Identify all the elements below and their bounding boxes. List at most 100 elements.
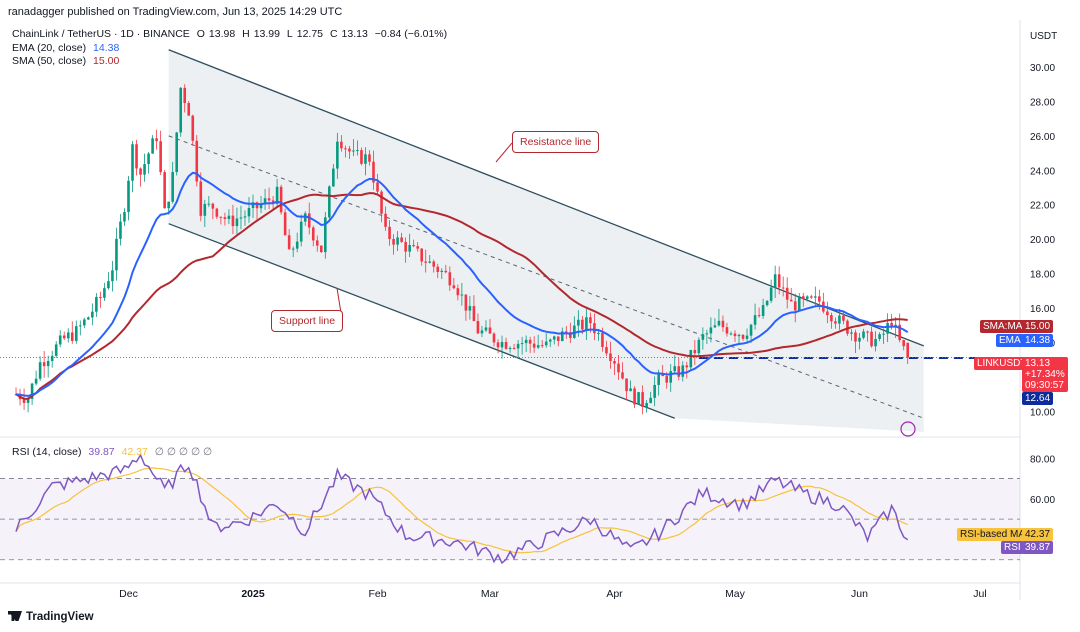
candle-body: [388, 226, 391, 239]
last-price: 13.13: [1025, 358, 1051, 369]
candle-body: [753, 315, 757, 325]
candle-body: [143, 164, 146, 175]
candle-body: [645, 403, 648, 407]
candle-body: [30, 383, 34, 399]
candle-body: [66, 332, 70, 339]
candle-body: [520, 343, 524, 345]
candle-body: [271, 200, 275, 204]
candle-body: [159, 141, 162, 173]
sma-price-tag: SMA:MA: [980, 320, 1026, 333]
candle-body: [649, 397, 652, 404]
resistance-callout[interactable]: Resistance line: [512, 131, 600, 153]
candle-body: [669, 371, 673, 383]
candle-body: [597, 333, 600, 335]
candle-body: [797, 296, 801, 311]
candle-body: [617, 363, 620, 373]
candle-body: [360, 150, 363, 164]
candle-body: [472, 306, 476, 322]
candle-body: [862, 331, 865, 338]
rsi-line: [15, 453, 909, 565]
candle-body: [456, 288, 460, 296]
candle-body: [850, 332, 853, 334]
candle-body: [605, 347, 608, 354]
candle-body: [344, 148, 347, 150]
candle-body: [332, 168, 335, 187]
candle-body: [22, 399, 26, 403]
candle-body: [444, 270, 448, 273]
candle-body: [625, 378, 628, 392]
candle-body: [328, 186, 331, 218]
candle-body: [866, 331, 869, 333]
candle-body: [123, 212, 126, 222]
rsi-ma-tag: RSI-based MA: [957, 528, 1029, 541]
rsi-ma-legend-value: 42.37: [121, 446, 148, 458]
candle-body: [818, 296, 821, 302]
candle-body: [689, 349, 693, 368]
candle-body: [729, 333, 733, 335]
ema-price-tag: EMA: [996, 334, 1024, 347]
candle-body: [633, 388, 636, 405]
candle-body: [207, 203, 211, 205]
candle-body: [127, 180, 130, 213]
candle-body: [279, 186, 283, 213]
candle-body: [283, 212, 287, 236]
candle-body: [62, 335, 66, 339]
candle-body: [46, 360, 50, 367]
candle-body: [291, 248, 295, 250]
candle-body: [167, 201, 170, 209]
candle-body: [569, 332, 572, 338]
candle-body: [701, 334, 705, 340]
ema-legend[interactable]: EMA (20, close) 14.38: [12, 42, 123, 54]
candle-body: [324, 217, 327, 253]
rsi-legend[interactable]: RSI (14, close) 39.87 42.37 ∅ ∅ ∅ ∅ ∅: [12, 446, 216, 458]
candle-body: [585, 317, 588, 330]
candle-body: [641, 392, 644, 407]
support-callout[interactable]: Support line: [271, 310, 344, 332]
candle-body: [95, 296, 98, 312]
candle-body: [191, 115, 195, 141]
candle-body: [139, 168, 142, 175]
candle-body: [769, 287, 773, 301]
candle-body: [42, 362, 46, 367]
last-change: +17.34%: [1025, 369, 1065, 380]
support-callout-arrow: [336, 287, 342, 314]
candle-body: [609, 353, 612, 362]
candle-body: [34, 378, 38, 384]
candle-body: [247, 208, 251, 217]
candle-body: [70, 332, 74, 341]
candle-body: [476, 321, 480, 334]
tradingview-logo-icon: [8, 611, 22, 621]
time-axis-tick: Feb: [368, 588, 386, 600]
candle-body: [693, 349, 697, 354]
candle-body: [882, 333, 885, 335]
candle-body: [637, 392, 640, 405]
resistance-line: [168, 49, 925, 347]
candle-body: [352, 150, 355, 152]
candle-body: [396, 237, 399, 245]
candle-body: [58, 335, 62, 345]
candle-body: [830, 315, 833, 322]
candle-body: [392, 238, 395, 245]
candle-body: [500, 341, 504, 348]
candle-body: [135, 144, 138, 169]
last-price-block: 13.13 +17.34% 09:30:57: [1022, 357, 1068, 392]
candle-body: [705, 333, 709, 335]
candle-body: [653, 384, 656, 398]
candle-body: [235, 218, 239, 227]
candle-body: [524, 339, 528, 344]
candle-body: [556, 336, 560, 341]
candle-body: [737, 334, 741, 337]
candle-body: [115, 238, 118, 271]
candle-body: [814, 296, 817, 298]
candle-body: [111, 270, 114, 282]
sma-legend[interactable]: SMA (50, close) 15.00: [12, 55, 123, 67]
sma-line: [15, 192, 908, 400]
candle-body: [227, 215, 231, 220]
candle-body: [380, 191, 383, 214]
time-axis-tick: May: [725, 588, 746, 600]
candle-body: [147, 153, 150, 165]
candle-body: [890, 322, 893, 327]
candle-body: [464, 294, 468, 311]
candle-body: [906, 342, 910, 358]
